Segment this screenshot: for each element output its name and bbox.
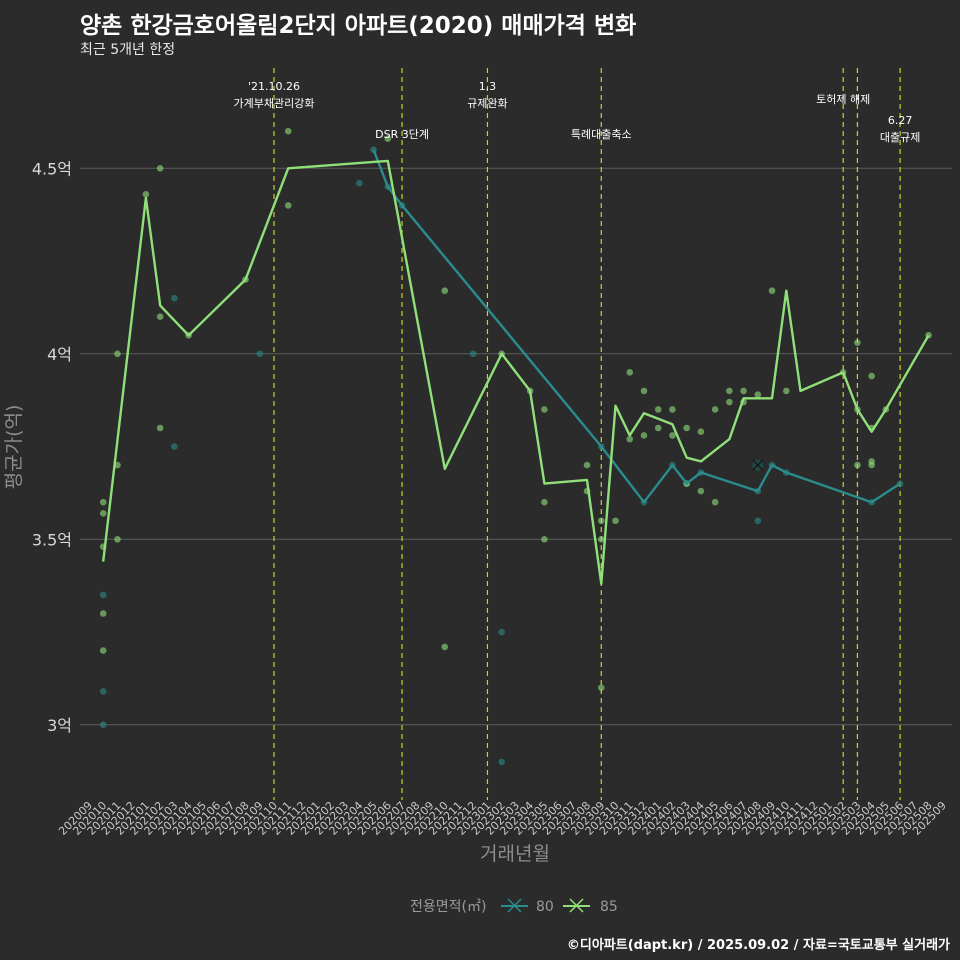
data-point-85 (284, 127, 292, 135)
data-point-80 (754, 517, 762, 525)
data-point-85 (754, 391, 762, 398)
data-point-85 (99, 610, 107, 617)
event-label: 특례대출축소 (571, 128, 632, 141)
data-point-85 (697, 428, 705, 436)
data-point-85 (768, 287, 776, 295)
data-point-80 (99, 688, 107, 695)
data-point-85 (697, 487, 705, 495)
legend: 전용면적(㎡) 80 85 (410, 898, 618, 915)
y-axis-label: 평균가(억) (3, 405, 25, 490)
data-point-80 (171, 443, 178, 450)
grid-lines (80, 167, 952, 726)
legend-item-80: 80 (501, 898, 554, 915)
data-point-85 (99, 647, 107, 654)
data-point-85 (626, 369, 634, 376)
data-point-85 (441, 643, 449, 651)
legend-item-85: 85 (563, 898, 618, 915)
event-label: 1.3 규제완화 (467, 80, 507, 110)
data-point-80 (256, 350, 264, 358)
series-line-85 (102, 159, 930, 585)
data-point-85 (654, 406, 662, 413)
data-point-85 (854, 461, 861, 469)
data-point-85 (384, 135, 392, 142)
data-point-85 (640, 432, 648, 439)
data-point-85 (612, 517, 619, 525)
series-line-80 (372, 149, 901, 504)
data-point-85 (683, 424, 690, 432)
data-point-80 (356, 179, 363, 187)
data-point-85 (99, 498, 107, 506)
data-point-80 (498, 758, 505, 766)
x-axis-ticks: 2020092020102020112020122021012021022021… (56, 799, 949, 838)
series-lines (102, 149, 930, 585)
data-point-85 (541, 498, 548, 506)
data-point-80 (469, 350, 477, 358)
data-point-85 (597, 536, 605, 543)
data-point-85 (726, 398, 733, 406)
legend-label-85: 85 (600, 899, 618, 915)
data-point-85 (868, 372, 875, 380)
data-point-85 (142, 190, 150, 198)
event-label: 토허제 해제 (816, 92, 870, 106)
event-label: DSR 3단계 (375, 128, 429, 141)
data-point-85 (669, 406, 676, 413)
data-point-85 (541, 406, 548, 413)
data-point-85 (726, 387, 733, 395)
data-point-85 (284, 202, 292, 209)
data-point-85 (640, 387, 648, 395)
x-axis-label: 거래년월 (480, 843, 550, 865)
data-point-80 (99, 591, 107, 599)
data-point-80 (498, 628, 505, 636)
highlight-cross (752, 459, 764, 471)
data-point-85 (99, 510, 107, 517)
y-tick-label: 3.5억 (32, 530, 72, 549)
data-point-85 (441, 287, 449, 295)
data-point-85 (711, 406, 719, 413)
data-point-85 (711, 498, 719, 506)
data-point-80 (171, 294, 178, 302)
data-point-85 (654, 424, 662, 432)
data-point-85 (156, 424, 164, 432)
data-point-85 (114, 536, 121, 543)
chart-subtitle: 최근 5개년 한정 (80, 42, 176, 58)
data-point-85 (854, 339, 861, 346)
event-label: '21.10.26 가계부채관리강화 (234, 80, 315, 110)
y-tick-label: 3억 (47, 716, 72, 735)
data-point-85 (626, 435, 634, 443)
event-lines (273, 68, 901, 800)
data-point-85 (597, 684, 605, 691)
y-tick-label: 4억 (47, 345, 72, 364)
data-point-85 (669, 432, 676, 439)
data-point-85 (868, 461, 875, 469)
y-axis-ticks: 3억 3.5억 4억 4.5억 (32, 159, 72, 735)
data-point-85 (156, 165, 164, 172)
scatter-points (99, 127, 932, 766)
source-caption: ©디아파트(dapt.kr) / 2025.09.02 / 자료=국토교통부 실… (566, 938, 950, 953)
data-point-80 (99, 721, 107, 729)
data-point-85 (541, 536, 548, 543)
event-label: 6.27 대출규제 (880, 114, 920, 144)
data-point-85 (597, 517, 605, 525)
data-point-85 (740, 387, 747, 395)
data-point-85 (782, 387, 790, 395)
legend-label-80: 80 (536, 899, 554, 915)
highlight-markers (752, 459, 764, 471)
legend-title: 전용면적(㎡) (410, 899, 486, 915)
chart-title: 양촌 한강금호어울림2단지 아파트(2020) 매매가격 변화 (80, 13, 637, 39)
y-tick-label: 4.5억 (32, 159, 72, 178)
data-point-85 (156, 313, 164, 321)
data-point-85 (114, 350, 121, 358)
data-point-85 (583, 461, 591, 469)
